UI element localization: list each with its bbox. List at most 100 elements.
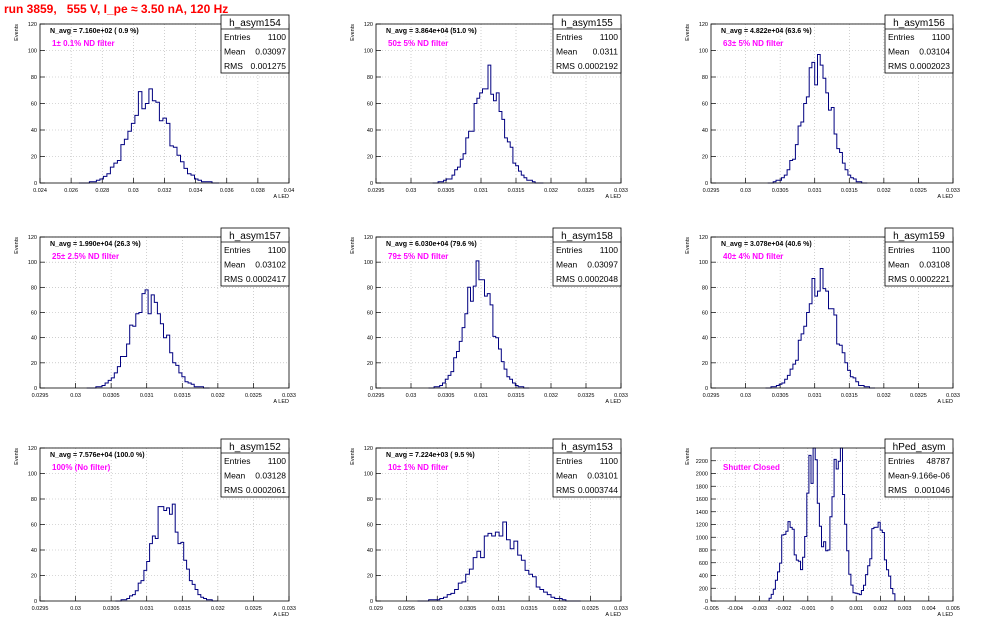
stats-value: 0.001275 bbox=[251, 61, 287, 71]
x-tick-label: 0.033 bbox=[946, 188, 960, 194]
stats-label: Entries bbox=[224, 245, 250, 255]
stats-label: Entries bbox=[556, 456, 582, 466]
x-axis-label: A LED bbox=[273, 612, 289, 618]
plot-frame bbox=[710, 23, 954, 184]
y-axis-label: Events bbox=[685, 237, 691, 254]
histogram-panel-h_asym159: 0.0295 0.03 0.0305 0.031 0.0315 0.032 0.0325 0.… bbox=[685, 227, 960, 405]
y-tick-label: 0 bbox=[370, 599, 373, 605]
y-tick-label: 60 bbox=[367, 311, 373, 317]
y-axis-label: Events bbox=[685, 448, 691, 465]
x-tick-label: 0.031 bbox=[808, 188, 822, 194]
plot-frame bbox=[375, 447, 622, 602]
histogram-panel-h_asym153: 0.029 0.0295 0.03 0.0305 0.031 0.0315 0.032 0.0… bbox=[350, 438, 628, 618]
x-tick-label: 0.0295 bbox=[32, 393, 49, 399]
navg-text: N_avg = 3.078e+04 (40.6 %) bbox=[721, 241, 812, 248]
x-tick-label: 0.032 bbox=[544, 188, 558, 194]
x-tick-label: 0.0315 bbox=[174, 606, 191, 612]
x-tick-label: 0.001 bbox=[849, 606, 863, 612]
y-tick-label: 1200 bbox=[696, 523, 708, 529]
stats-value: 1100 bbox=[932, 32, 951, 42]
stats-value: 0.001046 bbox=[915, 485, 951, 495]
y-axis-label: Events bbox=[685, 24, 691, 41]
y-tick-label: 20 bbox=[31, 361, 37, 367]
stats-box bbox=[552, 438, 622, 498]
stats-box bbox=[552, 14, 622, 74]
y-tick-label: 80 bbox=[31, 75, 37, 81]
y-tick-label: 0 bbox=[34, 181, 37, 187]
y-tick-label: 80 bbox=[702, 285, 708, 291]
stats-value: 0.0002023 bbox=[910, 61, 950, 71]
y-tick-label: 120 bbox=[364, 446, 373, 452]
navg-text: N_avg = 6.030e+04 (79.6 %) bbox=[386, 241, 477, 248]
x-axis-label: A LED bbox=[937, 612, 953, 618]
x-tick-label: 0.0295 bbox=[368, 393, 385, 399]
stats-value: 0.03097 bbox=[255, 47, 286, 57]
y-tick-label: 120 bbox=[699, 235, 708, 241]
x-tick-label: 0.032 bbox=[211, 393, 225, 399]
x-tick-label: 0.0295 bbox=[32, 606, 49, 612]
histogram-title: h_asym158 bbox=[561, 231, 613, 242]
x-tick-label: 0.03 bbox=[70, 606, 81, 612]
stats-label: Mean bbox=[224, 47, 246, 57]
y-tick-label: 40 bbox=[702, 128, 708, 134]
histogram-bars bbox=[86, 289, 210, 389]
stats-value: 1100 bbox=[268, 245, 287, 255]
x-tick-label: 0.0305 bbox=[438, 393, 455, 399]
y-tick-label: 120 bbox=[699, 22, 708, 28]
stats-label: RMS bbox=[888, 61, 907, 71]
x-tick-label: 0.031 bbox=[474, 393, 488, 399]
histogram-bars bbox=[417, 521, 581, 602]
histogram-title: h_asym156 bbox=[893, 18, 945, 29]
stats-label: Mean bbox=[556, 260, 578, 270]
plot-frame bbox=[710, 447, 954, 602]
stats-value: 0.0002221 bbox=[910, 274, 950, 284]
stats-value: 0.03128 bbox=[255, 471, 286, 481]
histogram-panel-hPed_asym: -0.005 -0.004 -0.003 -0.002 -0.001 0 0.001 0.00… bbox=[685, 438, 960, 618]
stats-label: Entries bbox=[224, 456, 250, 466]
y-tick-label: 120 bbox=[28, 235, 37, 241]
x-tick-label: 0.03 bbox=[70, 393, 81, 399]
y-tick-label: 40 bbox=[367, 548, 373, 554]
stats-value: 1100 bbox=[268, 32, 287, 42]
x-tick-label: -0.001 bbox=[800, 606, 816, 612]
x-tick-label: 0.0305 bbox=[772, 393, 789, 399]
x-tick-label: 0.0325 bbox=[245, 606, 262, 612]
navg-text: N_avg = 7.224e+03 ( 9.5 %) bbox=[386, 452, 475, 459]
x-tick-label: 0.033 bbox=[282, 606, 296, 612]
x-tick-label: 0.004 bbox=[922, 606, 936, 612]
histogram-panel-h_asym156: 0.0295 0.03 0.0305 0.031 0.0315 0.032 0.0325 0.… bbox=[685, 14, 960, 200]
y-tick-label: 120 bbox=[28, 446, 37, 452]
histogram-title: h_asym152 bbox=[229, 442, 281, 453]
histogram-title: h_asym159 bbox=[893, 231, 945, 242]
stats-label: RMS bbox=[556, 274, 575, 284]
filter-label: 1± 0.1% ND filter bbox=[52, 39, 115, 48]
stats-value: 0.0002061 bbox=[246, 485, 286, 495]
x-tick-label: 0.033 bbox=[614, 606, 628, 612]
histogram-panel-h_asym158: 0.0295 0.03 0.0305 0.031 0.0315 0.032 0.0325 0.… bbox=[350, 227, 628, 405]
y-tick-label: 80 bbox=[31, 497, 37, 503]
y-axis-label: Events bbox=[14, 448, 20, 465]
y-tick-label: 100 bbox=[699, 49, 708, 55]
y-tick-label: 0 bbox=[34, 599, 37, 605]
x-tick-label: 0.033 bbox=[946, 393, 960, 399]
x-tick-label: 0.034 bbox=[189, 188, 203, 194]
y-tick-label: 800 bbox=[699, 548, 708, 554]
stats-value: 0.0002417 bbox=[246, 274, 286, 284]
x-tick-label: 0.03 bbox=[740, 188, 751, 194]
stats-value: 1100 bbox=[268, 456, 287, 466]
stats-value: 1100 bbox=[600, 32, 619, 42]
stats-value: -9.166e-06 bbox=[909, 471, 950, 481]
stats-label: Mean bbox=[224, 471, 246, 481]
x-tick-label: 0.0295 bbox=[703, 393, 720, 399]
y-tick-label: 20 bbox=[367, 574, 373, 580]
x-tick-label: 0.036 bbox=[220, 188, 234, 194]
x-tick-label: -0.005 bbox=[703, 606, 719, 612]
x-tick-label: 0.033 bbox=[282, 393, 296, 399]
x-axis-label: A LED bbox=[273, 194, 289, 200]
histogram-bars bbox=[432, 64, 544, 184]
x-tick-label: 0.029 bbox=[369, 606, 383, 612]
plot-frame bbox=[710, 236, 954, 389]
y-tick-label: 0 bbox=[34, 386, 37, 392]
y-tick-label: 100 bbox=[28, 472, 37, 478]
y-tick-label: 1800 bbox=[696, 484, 708, 490]
